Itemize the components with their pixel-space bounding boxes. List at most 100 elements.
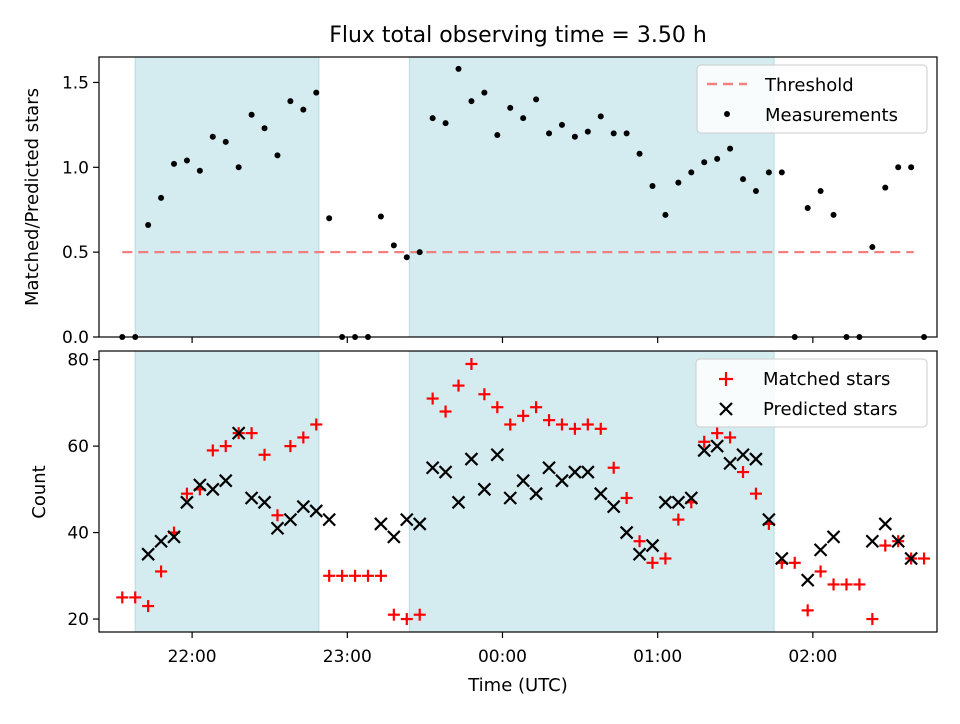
legend-matched-swatch [719,372,733,386]
matched-star-point [594,422,607,435]
predicted-star-point [632,547,647,561]
count-panel-ylabel: Count [29,465,50,518]
observing-window-shade [134,56,320,338]
ratio-panel-frame [98,56,938,338]
predicted-star-point [438,465,453,479]
matched-star-point [155,565,168,578]
matched-star-point [258,448,271,461]
measurement-point [558,121,565,128]
measurement-point [740,176,747,183]
matched-star-point [749,487,762,500]
measurement-point [494,132,501,139]
legend-predicted-swatch [719,402,733,416]
legend-measurements-label: Measurements [765,105,898,126]
measurement-point [403,254,410,261]
matched-star-point [543,414,556,427]
matched-star-point [840,578,853,591]
predicted-star-point [800,573,815,587]
ratio-legend: Threshold Measurements [696,64,928,134]
y-tick-label: 20 [67,610,89,630]
matched-star-point [349,569,362,582]
matched-star-point [711,427,724,440]
matched-star-point [788,556,801,569]
measurement-point [765,169,772,176]
measurement-point [248,111,255,118]
measurement-point [222,138,229,145]
predicted-star-point [154,534,168,548]
matched-star-point [620,491,633,504]
matched-star-point [180,487,193,500]
measurement-point [377,213,384,220]
matched-star-point [245,427,258,440]
matched-star-point [918,552,931,565]
measurement-point [778,169,785,176]
y-tick-label: 0.0 [62,328,89,348]
matched-star-point [491,401,504,414]
matched-star-point [413,608,426,621]
measurement-point [610,130,617,137]
legend-measurements-swatch [724,111,730,117]
matched-star-point [297,431,310,444]
predicted-star-point [167,530,181,544]
measurement-point [313,89,320,96]
matched-star-point [555,418,568,431]
measurement-point [908,164,915,171]
measurement-point [830,211,837,218]
predicted-star-point [542,460,556,475]
predicted-star-point [775,551,789,566]
measurement-point [390,242,397,249]
matched-star-point [374,569,387,582]
predicted-star-point [529,486,543,501]
predicted-star-point [490,447,505,462]
ratio-panel: 0.0 0.5 1.0 1.5 Matched/Predicted stars Thr… [22,56,938,348]
measurement-point [455,65,462,72]
matched-star-point [724,431,737,444]
measurement-point [300,106,307,113]
predicted-star-point [697,443,712,458]
predicted-star-point [555,473,569,488]
matched-star-point [801,604,814,617]
predicted-star-point [723,456,737,471]
matched-star-point [361,569,374,582]
matched-star-point [116,591,129,604]
matched-star-point [814,565,827,578]
matched-star-point [465,357,478,370]
predicted-star-point [231,426,246,440]
count-legend-box [695,358,928,428]
y-tick-label: 0.5 [62,243,89,263]
observing-window-shade [134,350,320,633]
matched-star-point [504,418,517,431]
predicted-star-point [813,543,828,557]
measurement-point [507,104,514,111]
ratio-legend-box [696,64,928,134]
count-panel: 20 40 60 80 22:00 23:00 00:00 01:00 02:00 Count… [29,350,938,696]
predicted-star-point [671,495,686,510]
measurement-point [714,155,721,162]
predicted-star-point [374,517,388,531]
predicted-star-point [684,491,699,505]
matched-star-point [581,418,594,431]
y-tick-label: 1.0 [62,158,89,178]
matched-star-point [530,401,543,414]
matched-star-point [323,569,336,582]
predicted-star-point [891,534,905,548]
matched-star-point [387,608,400,621]
matched-star-point [827,578,840,591]
predicted-star-point [503,491,518,505]
matched-star-point [478,388,491,401]
matched-star-point [633,535,646,548]
measurement-point [261,125,268,132]
predicted-star-point [762,512,776,527]
measurement-point [442,120,449,127]
matched-star-point [659,552,672,565]
matched-star-point [439,405,452,418]
matched-star-point [607,461,620,474]
predicted-star-point [309,504,324,518]
measurement-point [235,164,242,171]
measurement-point [804,205,811,212]
x-tick-label: 02:00 [788,647,837,667]
predicted-star-point [645,538,660,553]
measurement-point [158,194,165,201]
predicted-star-point [412,517,427,531]
